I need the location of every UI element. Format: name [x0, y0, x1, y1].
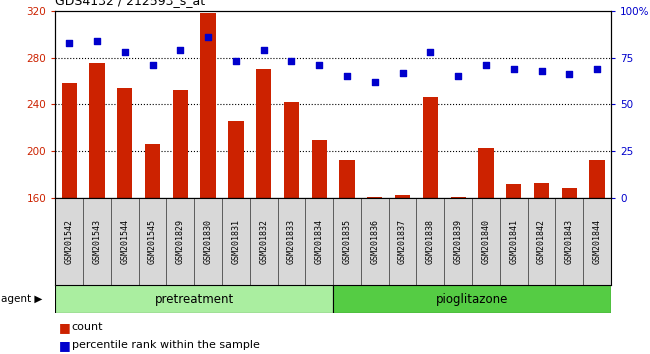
Bar — [506, 184, 521, 198]
Bar — [450, 197, 466, 198]
Text: GSM201543: GSM201543 — [92, 219, 101, 264]
Text: GSM201829: GSM201829 — [176, 219, 185, 264]
Text: GSM201834: GSM201834 — [315, 219, 324, 264]
Point — [203, 34, 213, 40]
Text: GSM201840: GSM201840 — [482, 219, 491, 264]
Bar — [173, 90, 188, 198]
Bar — [590, 160, 605, 198]
Bar — [117, 88, 133, 198]
Text: GSM201843: GSM201843 — [565, 219, 574, 264]
Point — [314, 62, 324, 68]
Point — [592, 66, 603, 72]
Point — [370, 79, 380, 85]
Text: GSM201831: GSM201831 — [231, 219, 240, 264]
Bar — [55, 285, 333, 313]
Text: GSM201844: GSM201844 — [593, 219, 602, 264]
Text: GSM201833: GSM201833 — [287, 219, 296, 264]
Text: GSM201839: GSM201839 — [454, 219, 463, 264]
Text: GSM201545: GSM201545 — [148, 219, 157, 264]
Bar — [311, 139, 327, 198]
Text: ■: ■ — [58, 321, 70, 334]
Bar — [562, 188, 577, 198]
Point — [481, 62, 491, 68]
Bar — [228, 121, 244, 198]
Point — [286, 58, 296, 64]
Text: GSM201544: GSM201544 — [120, 219, 129, 264]
Text: pioglitazone: pioglitazone — [436, 293, 508, 306]
Point — [64, 40, 74, 45]
Bar — [534, 183, 549, 198]
Text: GSM201838: GSM201838 — [426, 219, 435, 264]
Text: pretreatment: pretreatment — [155, 293, 234, 306]
Point — [453, 74, 463, 79]
Text: GSM201841: GSM201841 — [509, 219, 518, 264]
Point — [397, 70, 408, 75]
Point — [508, 66, 519, 72]
Point — [92, 38, 102, 44]
Bar — [478, 148, 493, 198]
Bar — [62, 83, 77, 198]
Text: agent ▶: agent ▶ — [1, 294, 42, 304]
Text: GSM201542: GSM201542 — [64, 219, 73, 264]
Bar — [284, 102, 299, 198]
Text: GSM201837: GSM201837 — [398, 219, 407, 264]
Point — [175, 47, 185, 53]
Text: GSM201835: GSM201835 — [343, 219, 352, 264]
Point — [259, 47, 269, 53]
Bar — [145, 144, 160, 198]
Text: GSM201830: GSM201830 — [203, 219, 213, 264]
Text: GSM201836: GSM201836 — [370, 219, 380, 264]
Bar — [200, 13, 216, 198]
Point — [536, 68, 547, 74]
Point — [231, 58, 241, 64]
Text: GSM201842: GSM201842 — [537, 219, 546, 264]
Bar — [395, 195, 410, 198]
Text: GSM201832: GSM201832 — [259, 219, 268, 264]
Text: GDS4132 / 212593_s_at: GDS4132 / 212593_s_at — [55, 0, 205, 7]
Bar — [367, 197, 382, 198]
Bar — [422, 97, 438, 198]
Point — [425, 49, 436, 55]
Point — [120, 49, 130, 55]
Bar — [89, 63, 105, 198]
Text: count: count — [72, 322, 103, 332]
Bar — [256, 69, 271, 198]
Point — [564, 72, 575, 77]
Bar — [333, 285, 611, 313]
Text: percentile rank within the sample: percentile rank within the sample — [72, 340, 259, 350]
Point — [342, 74, 352, 79]
Point — [148, 62, 158, 68]
Text: ■: ■ — [58, 339, 70, 352]
Bar — [339, 160, 355, 198]
